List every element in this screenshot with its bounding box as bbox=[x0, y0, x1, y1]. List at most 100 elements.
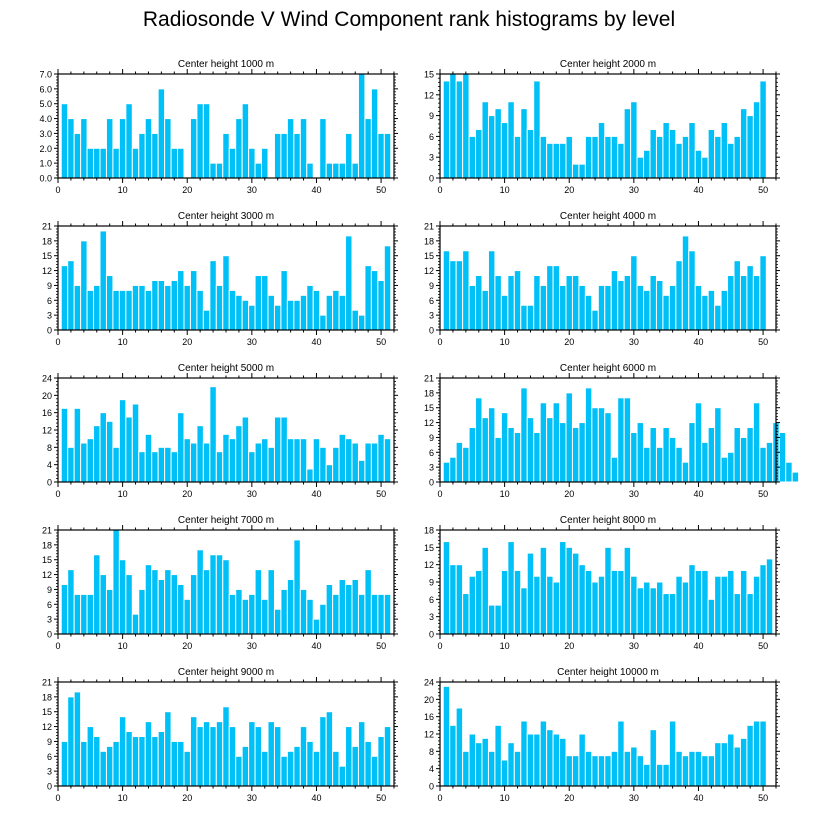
y-tick-label: 18 bbox=[424, 236, 434, 246]
histogram-bar bbox=[526, 304, 535, 331]
histogram-bar bbox=[487, 604, 496, 635]
histogram-bar bbox=[571, 275, 580, 331]
histogram-bar bbox=[449, 564, 457, 635]
histogram-bar bbox=[261, 438, 269, 483]
histogram-bar bbox=[93, 425, 101, 483]
histogram-bar bbox=[584, 294, 593, 331]
histogram-bar bbox=[377, 132, 385, 179]
histogram-bar bbox=[675, 575, 683, 635]
histogram-bar bbox=[189, 270, 198, 331]
histogram-bar bbox=[332, 593, 340, 635]
histogram-bar bbox=[610, 456, 619, 483]
histogram-panel-1: Center height 1000 m 0.0 1.0 2.0 3.0 4.0 5.0 6.… bbox=[39, 59, 398, 195]
histogram-bar bbox=[714, 742, 722, 787]
histogram-bar bbox=[688, 250, 696, 331]
histogram-bar bbox=[209, 260, 217, 331]
y-tick-label: 9 bbox=[47, 281, 52, 291]
histogram-bar bbox=[662, 294, 670, 331]
histogram-bar bbox=[183, 284, 191, 331]
histogram-bar bbox=[655, 135, 664, 179]
histogram-bar bbox=[565, 392, 573, 483]
histogram-bar bbox=[312, 289, 321, 331]
histogram-bar bbox=[235, 425, 243, 483]
histogram-bar bbox=[746, 265, 754, 331]
histogram-bar bbox=[643, 763, 651, 787]
histogram-bar bbox=[370, 442, 379, 483]
y-tick-label: 15 bbox=[424, 251, 434, 261]
x-tick-label: 30 bbox=[629, 793, 639, 803]
histogram-bar bbox=[105, 588, 114, 635]
histogram-bar bbox=[584, 569, 593, 635]
histogram-bar bbox=[86, 438, 95, 483]
histogram-bar bbox=[752, 275, 761, 331]
y-tick-label: 0 bbox=[429, 630, 434, 640]
y-tick-label: 18 bbox=[42, 540, 52, 550]
histogram-bar bbox=[273, 608, 282, 635]
x-tick-label: 10 bbox=[500, 489, 510, 499]
x-tick-label: 10 bbox=[500, 185, 510, 195]
y-tick-label: 6 bbox=[47, 752, 52, 762]
panel-title: Center height 7000 m bbox=[178, 515, 274, 526]
histogram-bar bbox=[202, 721, 211, 787]
histogram-bar bbox=[273, 132, 282, 179]
histogram-bar bbox=[746, 427, 754, 483]
y-tick-label: 15 bbox=[42, 251, 52, 261]
histogram-bar bbox=[67, 569, 75, 635]
x-tick-label: 40 bbox=[311, 641, 321, 651]
histogram-bar bbox=[681, 755, 690, 787]
histogram-bar bbox=[649, 729, 657, 787]
histogram-bar bbox=[60, 407, 69, 483]
histogram-bar bbox=[604, 284, 612, 331]
x-tick-label: 40 bbox=[693, 641, 703, 651]
histogram-bar bbox=[370, 755, 379, 787]
x-tick-label: 0 bbox=[55, 793, 60, 803]
histogram-bar bbox=[487, 250, 496, 331]
histogram-bar bbox=[189, 118, 198, 179]
histogram-bar bbox=[727, 275, 735, 331]
histogram-bar bbox=[138, 451, 146, 483]
y-tick-label: 20 bbox=[42, 391, 52, 401]
y-tick-label: 9 bbox=[429, 281, 434, 291]
histogram-bar bbox=[688, 564, 696, 635]
histogram-bar bbox=[254, 442, 263, 483]
panel-title: Center height 3000 m bbox=[178, 211, 274, 222]
x-tick-label: 40 bbox=[311, 337, 321, 347]
histogram-bar bbox=[273, 726, 282, 787]
y-tick-label: 9 bbox=[429, 578, 434, 588]
histogram-bar bbox=[105, 420, 114, 483]
x-tick-label: 40 bbox=[311, 489, 321, 499]
histogram-bar bbox=[649, 587, 657, 635]
histogram-bar bbox=[500, 412, 509, 483]
histogram-bar bbox=[338, 294, 347, 331]
histogram-bar bbox=[99, 230, 107, 331]
histogram-bar bbox=[241, 299, 250, 331]
y-tick-label: 16 bbox=[424, 712, 434, 722]
histogram-bar bbox=[739, 569, 748, 635]
histogram-bar bbox=[170, 740, 179, 787]
histogram-bar bbox=[520, 720, 528, 787]
x-tick-label: 40 bbox=[693, 793, 703, 803]
histogram-bar bbox=[164, 711, 172, 787]
histogram-bar bbox=[552, 402, 561, 483]
histogram-bar bbox=[526, 417, 535, 483]
histogram-bar bbox=[623, 275, 632, 331]
histogram-bar bbox=[241, 598, 250, 635]
y-tick-label: 12 bbox=[424, 730, 434, 740]
histogram-panel-3: Center height 3000 m 0 3 6 9 12 15 18 21 0 10 20 30 4… bbox=[42, 211, 398, 347]
histogram-bar bbox=[222, 433, 230, 483]
histogram-bar bbox=[215, 554, 224, 635]
x-tick-label: 20 bbox=[182, 641, 192, 651]
y-tick-label: 12 bbox=[424, 418, 434, 428]
histogram-bar bbox=[526, 733, 535, 787]
histogram-bar bbox=[345, 438, 353, 483]
x-tick-label: 10 bbox=[118, 185, 128, 195]
y-tick-label: 15 bbox=[424, 543, 434, 553]
histogram-bar bbox=[584, 750, 593, 787]
x-tick-label: 40 bbox=[693, 337, 703, 347]
y-tick-label: 18 bbox=[424, 388, 434, 398]
histogram-bar bbox=[675, 750, 683, 787]
histogram-bar bbox=[112, 529, 120, 635]
histogram-bar bbox=[235, 588, 243, 635]
histogram-bar bbox=[306, 284, 314, 331]
histogram-bar bbox=[364, 118, 372, 179]
